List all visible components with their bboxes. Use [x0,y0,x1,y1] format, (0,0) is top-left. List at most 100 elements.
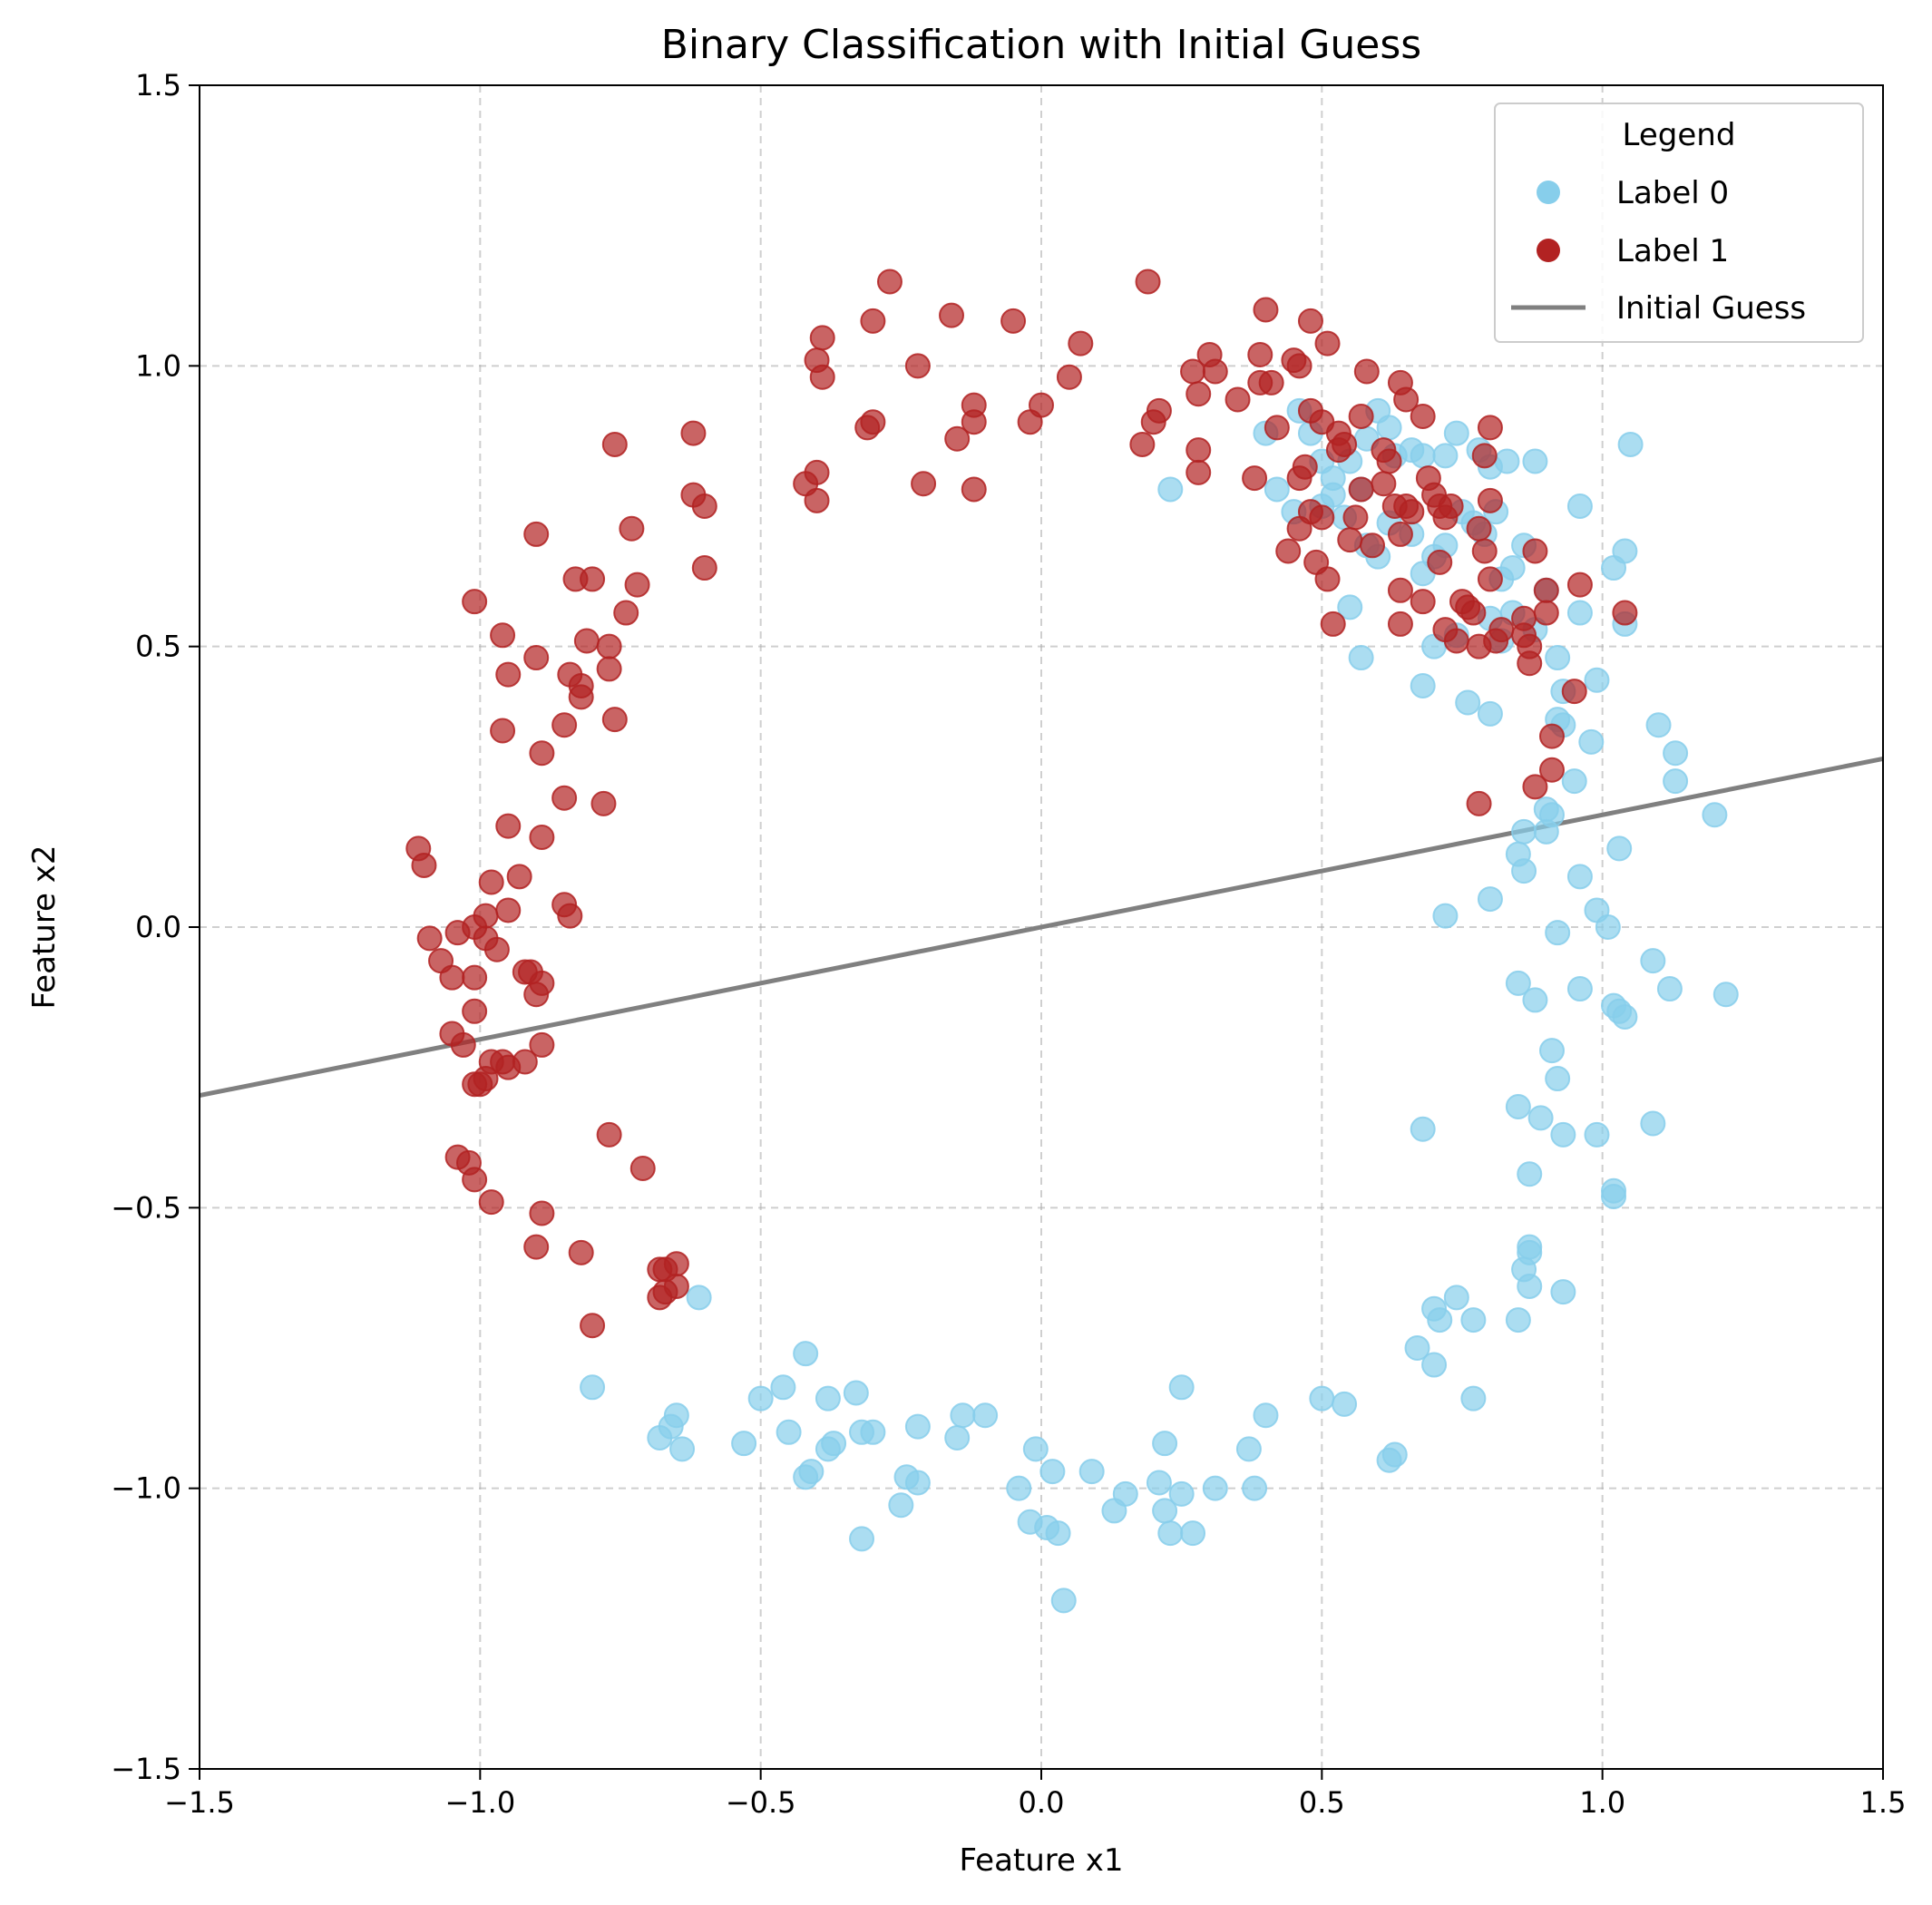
point-label-1 [1477,487,1503,513]
point-label-0 [1538,1038,1565,1064]
point-label-1 [809,364,835,390]
point-label-0 [1039,1459,1066,1485]
point-label-0 [1337,594,1363,620]
point-label-0 [1242,1475,1268,1501]
point-label-0 [1578,728,1605,755]
point-label-1 [1410,404,1436,430]
point-label-1 [1517,650,1543,677]
point-label-1 [1360,532,1386,559]
point-label-0 [1595,914,1621,940]
point-label-1 [529,1031,555,1058]
point-label-0 [1511,818,1537,845]
point-label-0 [686,1285,712,1311]
point-label-1 [860,308,886,334]
point-label-1 [529,740,555,767]
legend-entry-initial-guess: Initial Guess [1616,290,1806,327]
point-label-1 [478,869,504,895]
point-label-1 [1522,774,1548,800]
point-label-0 [849,1526,875,1552]
point-label-0 [1517,1273,1543,1299]
point-label-0 [1157,476,1184,503]
point-label-0 [1612,1003,1638,1030]
legend-box [1494,103,1864,343]
point-label-1 [551,712,578,738]
point-label-1 [1342,504,1369,531]
point-label-1 [1533,600,1559,626]
point-label-1 [1410,589,1436,615]
point-label-1 [1292,454,1318,480]
legend-marker-label-0 [1537,181,1560,204]
point-label-0 [1432,903,1459,929]
point-label-1 [1186,459,1212,485]
point-label-0 [1455,689,1481,716]
point-label-1 [444,920,471,946]
point-label-0 [1050,1588,1077,1614]
point-label-0 [1202,1475,1228,1501]
point-label-1 [450,1031,476,1058]
legend-entry-label-1: Label 1 [1616,233,1729,269]
point-label-0 [904,1413,931,1440]
legend-entry-label-0: Label 0 [1616,175,1729,211]
point-label-0 [950,1402,976,1429]
point-label-0 [1527,1105,1554,1131]
point-label-0 [1460,1307,1487,1334]
point-label-1 [506,864,532,890]
point-label-1 [939,302,965,328]
point-label-1 [523,645,550,671]
point-label-1 [1146,397,1172,424]
point-label-1 [1348,404,1374,430]
y-tick-label: −1.5 [111,1752,181,1786]
point-label-1 [1399,499,1425,525]
point-label-0 [1566,864,1593,890]
point-label-1 [523,1234,550,1260]
point-label-0 [1499,555,1526,581]
point-label-1 [1258,369,1284,396]
y-axis-label: Feature x2 [26,845,63,1009]
point-label-0 [1561,768,1587,795]
point-label-0 [1584,667,1610,693]
point-label-0 [1045,1520,1071,1547]
point-label-1 [1443,628,1469,654]
point-label-1 [1253,297,1279,323]
point-label-0 [1168,1374,1195,1401]
point-label-0 [1152,1431,1178,1457]
axis-ticks: −1.5 −1.0 −0.5 0.0 0.5 1.0 1.5 −1.5 −1.0 −0.5 0.0 0… [111,68,1906,1820]
point-label-0 [1477,886,1503,913]
point-label-1 [596,1121,622,1148]
point-label-1 [1264,415,1290,441]
legend: Legend Label 0 Label 1 Initial Guess [1494,103,1864,343]
point-label-1 [1612,600,1638,626]
point-label-1 [1309,504,1335,531]
x-tick-label: −0.5 [726,1785,796,1820]
point-label-1 [490,718,516,744]
point-label-1 [1225,386,1251,413]
point-label-1 [1466,790,1492,816]
legend-marker-label-1 [1537,239,1560,262]
point-label-1 [691,555,717,581]
legend-title: Legend [1623,117,1736,153]
y-tick-label: −0.5 [111,1190,181,1225]
point-label-1 [1438,493,1464,519]
point-label-1 [529,825,555,851]
point-label-1 [1129,431,1156,457]
point-label-1 [1477,415,1503,441]
point-label-1 [691,493,717,519]
series-label-1 [405,269,1638,1339]
point-label-1 [619,515,645,542]
point-label-0 [1505,970,1531,996]
x-tick-label: −1.5 [164,1785,235,1820]
point-label-1 [904,353,931,379]
initial-guess-line-layer [199,756,1884,1099]
point-label-0 [1663,740,1689,767]
point-label-1 [1488,617,1515,643]
point-label-0 [815,1436,841,1462]
point-label-0 [1410,1116,1436,1142]
point-label-1 [439,964,465,991]
y-tick-label: 0.5 [135,630,181,664]
point-label-1 [1477,566,1503,592]
point-label-1 [1533,577,1559,603]
point-label-1 [624,572,650,598]
point-label-0 [1617,431,1644,457]
y-tick-label: 1.0 [135,348,181,383]
point-label-1 [1202,358,1228,385]
